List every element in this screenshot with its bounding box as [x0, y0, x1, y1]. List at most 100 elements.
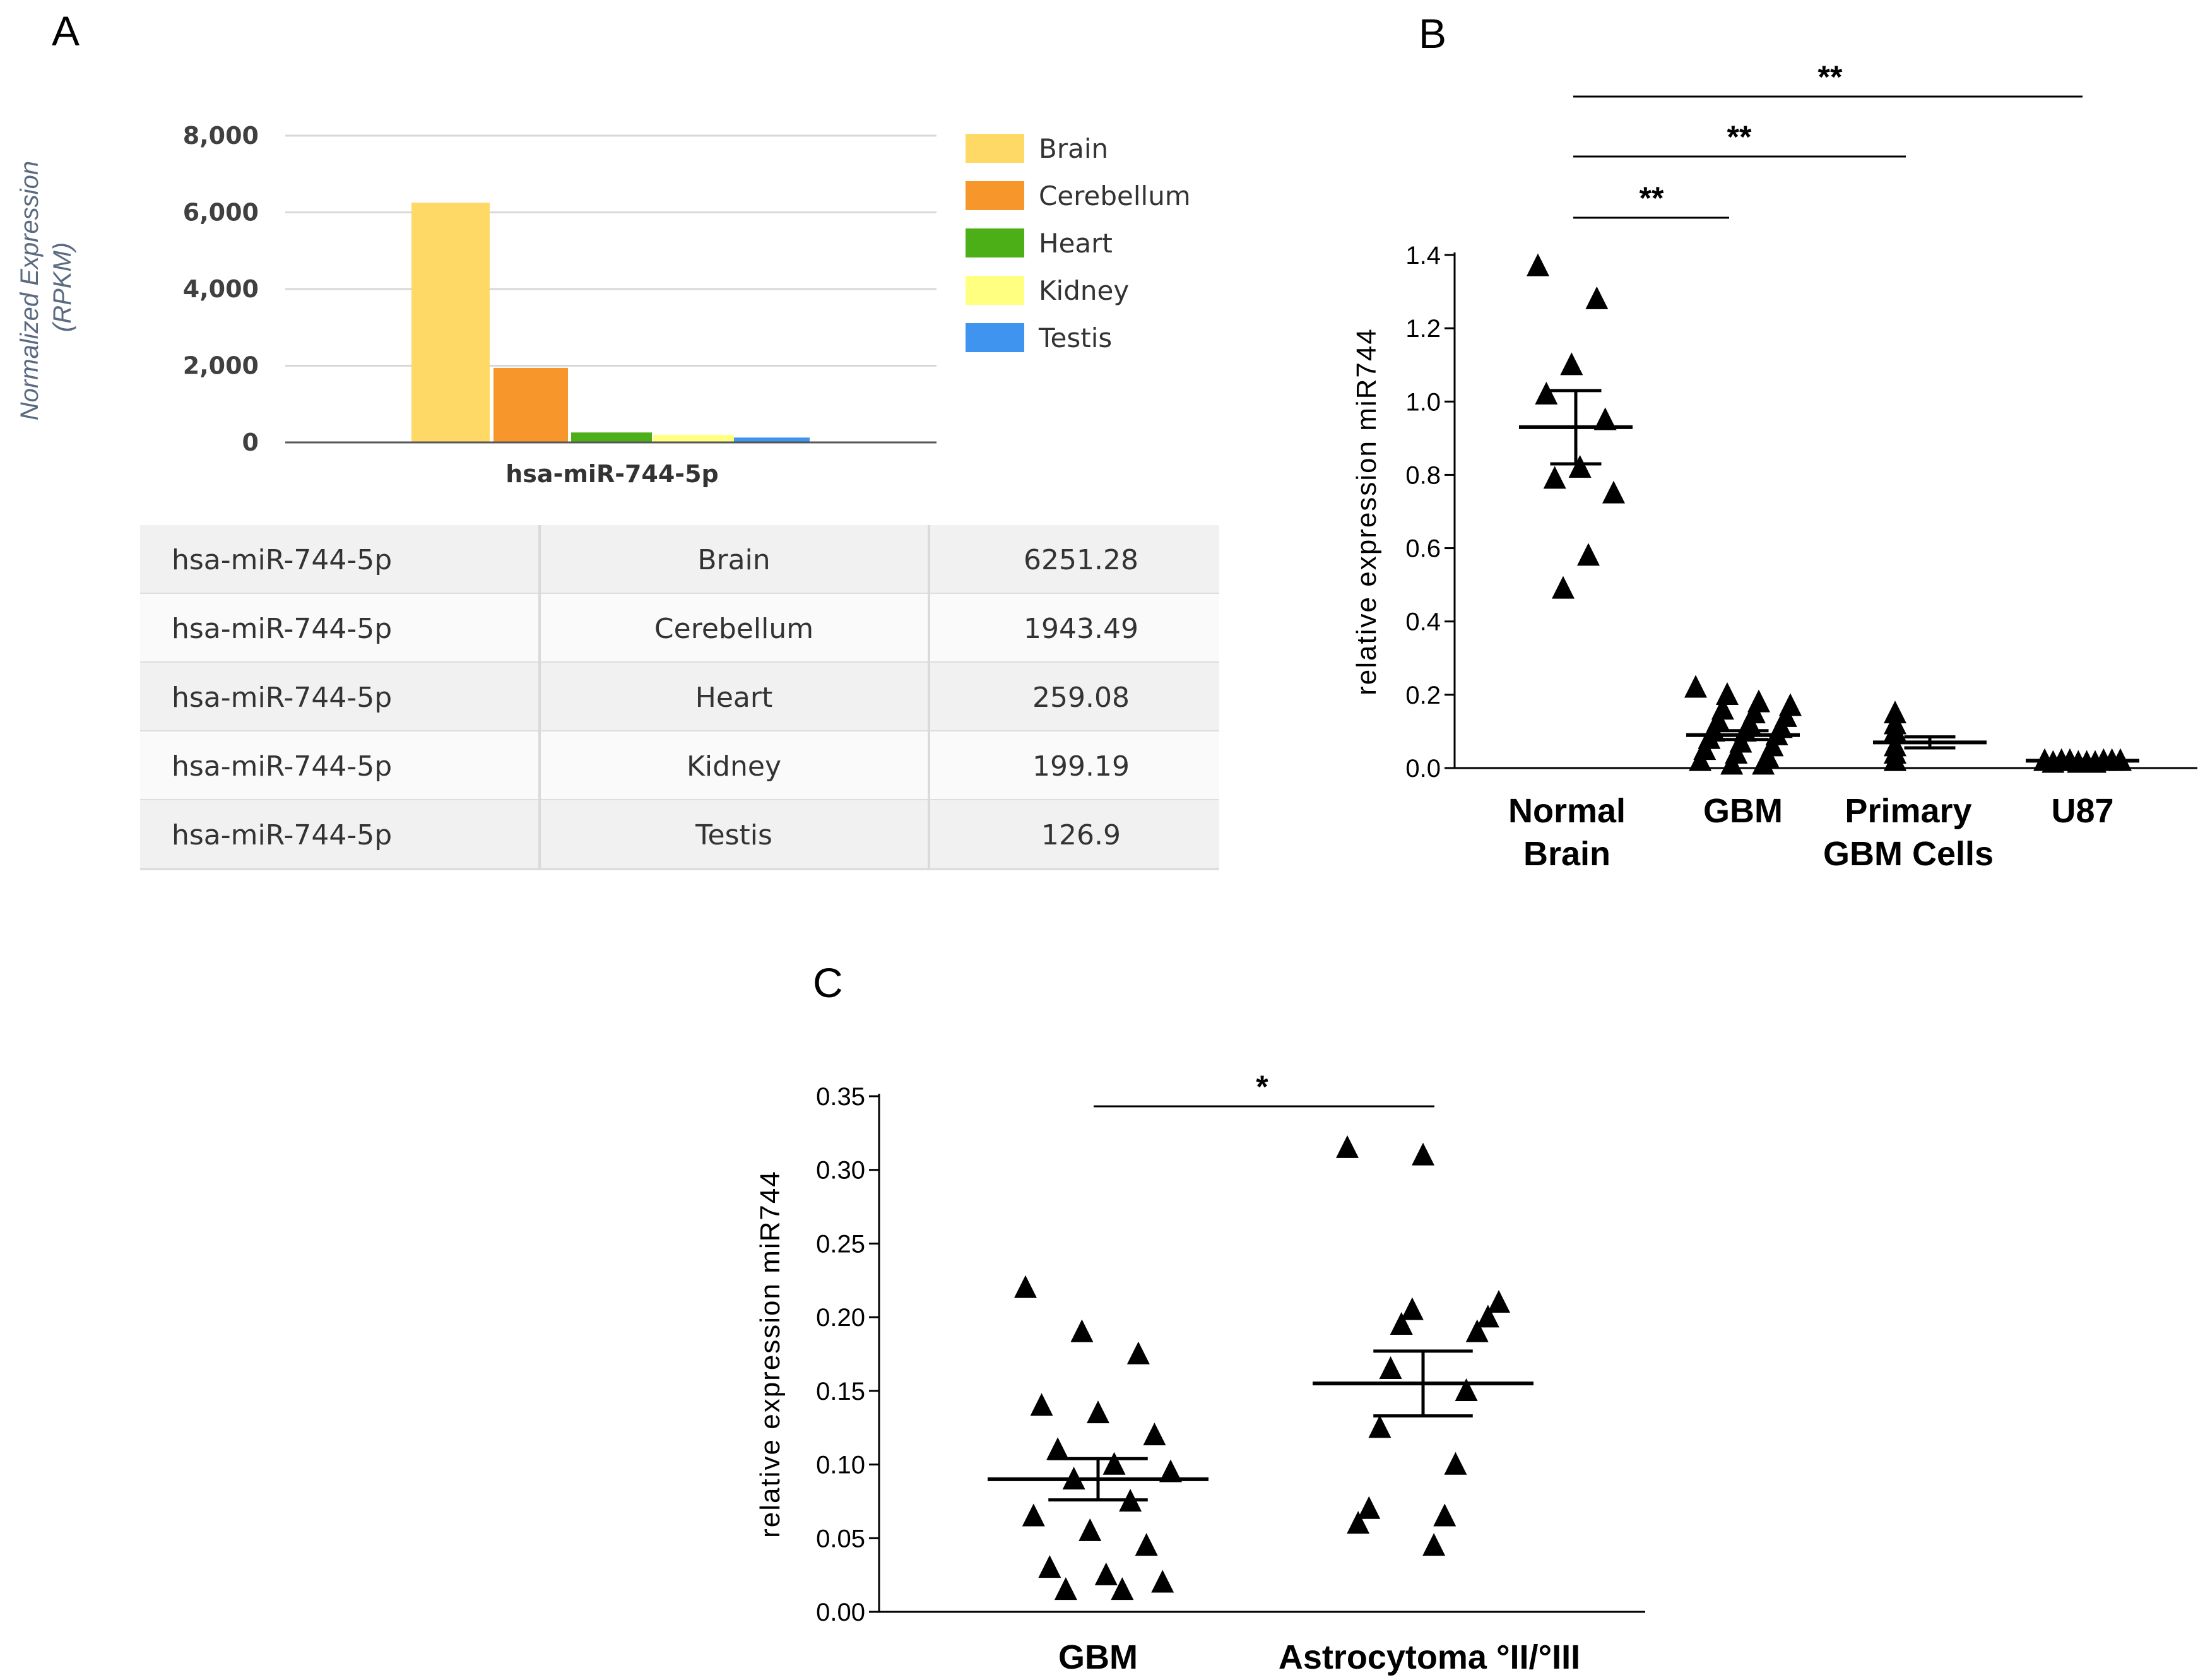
panel-c-data-point [1038, 1555, 1061, 1578]
panel-b-data-point [1527, 253, 1549, 276]
panel-c-data-point [1078, 1518, 1102, 1541]
panel-b-data-point [1716, 682, 1739, 706]
panel-c-category-label: GBM [1058, 1638, 1138, 1676]
panel-b-y-tick-label: 1.4 [1405, 242, 1441, 269]
panel-b-data-point [1543, 466, 1566, 489]
panel-a-bar-kidney [653, 434, 734, 442]
panel-c-data-point [1444, 1452, 1467, 1475]
panel-b-y-tick-label: 0.2 [1405, 682, 1441, 709]
panel-b-y-tick-label: 0.8 [1405, 461, 1441, 489]
panel-c-data-point [1094, 1562, 1118, 1585]
panel-a-bar-cerebellum [493, 367, 568, 442]
panel-a-legend-swatch-kidney [966, 276, 1024, 305]
panel-c-y-tick-label: 0.20 [816, 1304, 865, 1332]
table-row [140, 663, 1219, 731]
table-cell-tissue: Kidney [687, 750, 781, 783]
panel-c-significance-label: * [1256, 1069, 1268, 1104]
table-cell-value: 6251.28 [1024, 544, 1138, 576]
panel-c-data-point [1368, 1415, 1392, 1438]
panel-c-data-point [1433, 1503, 1457, 1527]
panel-b-significance-label: ** [1727, 119, 1752, 155]
table-cell-value: 1943.49 [1024, 613, 1138, 645]
panel-a-category-label: hsa-miR-744-5p [505, 460, 718, 488]
panel-a-legend-label: Cerebellum [1039, 180, 1191, 211]
panel-a-y-label-line-1: Normalized Expression [16, 161, 44, 420]
panel-a-bar-testis [734, 437, 810, 442]
panel-b-data-point [1602, 480, 1625, 504]
panel-b-category-label: Primary [1845, 792, 1971, 830]
panel-b-category-label: U87 [2051, 792, 2113, 830]
panel-a-legend-swatch-brain [966, 134, 1024, 163]
panel-c-data-point [1014, 1275, 1037, 1298]
panel-c-data-point [1087, 1400, 1109, 1424]
panel-b-significance-label: ** [1818, 59, 1843, 95]
panel-c-data-point [1151, 1570, 1174, 1593]
panel-a-legend-label: Heart [1039, 228, 1113, 259]
panel-a-legend-label: Kidney [1039, 275, 1129, 306]
panel-a-y-tick-label: 4,000 [183, 275, 259, 303]
panel-c-data-point [1046, 1437, 1070, 1460]
panel-c-scatter-chart: 0.00 0.05 0.10 0.15 0.20 0.25 0.30 0.35 relative… [755, 1069, 1645, 1676]
table-row [140, 800, 1219, 869]
panel-b-data-point [1568, 455, 1592, 478]
table-cell-tissue: Testis [695, 819, 772, 851]
panel-b-data-point [1720, 752, 1744, 775]
panel-b-significance-label: ** [1640, 180, 1664, 216]
panel-c-data-point [1111, 1577, 1134, 1600]
panel-b-data-point [1684, 675, 1707, 698]
panel-b-scatter-chart: 0.0 0.2 0.4 0.6 0.8 1.0 1.2 1.4 relative express… [1351, 59, 2197, 873]
panel-c-data-point [1390, 1312, 1413, 1335]
panel-b-data-point [1585, 286, 1609, 309]
panel-c-y-label: relative expression miR744 [755, 1170, 786, 1538]
panel-c-y-tick-label: 0.30 [816, 1157, 865, 1185]
panel-c-y-tick-label: 0.05 [816, 1525, 865, 1553]
table-cell-mirna: hsa-miR-744-5p [172, 819, 392, 851]
panel-b-category-label: GBM [1703, 792, 1783, 830]
panel-a-y-tick-label: 8,000 [183, 122, 259, 150]
panel-a-y-label: Normalized Expression (RPKM) [16, 154, 76, 420]
table-cell-mirna: hsa-miR-744-5p [172, 750, 392, 783]
panel-c-data-point [1465, 1319, 1489, 1342]
panel-c-y-tick-label: 0.35 [816, 1083, 865, 1111]
panel-b-y-tick-label: 1.2 [1405, 315, 1441, 343]
panel-c-letter: C [813, 959, 843, 1006]
panel-b-category-label: Normal [1508, 792, 1626, 830]
panel-c-data-point [1400, 1297, 1424, 1320]
panel-b-letter: B [1419, 10, 1446, 57]
panel-c-y-tick-label: 0.25 [816, 1230, 865, 1258]
panel-a-legend-swatch-testis [966, 323, 1024, 352]
panel-c-data-point [1054, 1577, 1077, 1600]
panel-b-y-tick-label: 0.6 [1405, 535, 1441, 563]
table-cell-mirna: hsa-miR-744-5p [172, 682, 392, 714]
panel-a-legend-label: Brain [1039, 133, 1108, 164]
panel-b-y-tick-label: 1.0 [1405, 388, 1441, 416]
table-cell-value: 199.19 [1032, 750, 1130, 783]
panel-b-y-label: relative expression miR744 [1351, 328, 1382, 695]
panel-b-data-point [1577, 543, 1600, 566]
panel-c-data-point [1336, 1135, 1359, 1158]
panel-c-y-tick-label: 0.00 [816, 1599, 865, 1626]
panel-b-data-point [1560, 352, 1583, 376]
panel-b-y-tick-label: 0.0 [1405, 755, 1441, 783]
panel-b-data-point [1884, 748, 1906, 771]
panel-b-data-point [1552, 576, 1575, 599]
table-row [140, 594, 1219, 663]
panel-b-data-point [1593, 407, 1617, 430]
panel-b-y-tick-label: 0.4 [1405, 608, 1441, 636]
table-cell-mirna: hsa-miR-744-5p [172, 544, 392, 576]
table-cell-mirna: hsa-miR-744-5p [172, 613, 392, 645]
panel-a-legend-label: Testis [1038, 322, 1112, 353]
table-cell-tissue: Cerebellum [654, 613, 813, 645]
panel-a-y-tick-label: 0 [242, 429, 259, 456]
panel-a-y-tick-label: 6,000 [183, 199, 259, 227]
panel-a-letter: A [52, 8, 80, 54]
panel-c-data-point [1379, 1356, 1402, 1380]
panel-c-data-point [1455, 1378, 1478, 1402]
panel-c-data-point [1030, 1393, 1053, 1416]
panel-b-data-point [1535, 381, 1558, 405]
panel-c-data-point [1357, 1496, 1381, 1519]
panel-c-data-point [1022, 1503, 1045, 1527]
panel-a-table: hsa-miR-744-5p Brain 6251.28 hsa-miR-744-5p… [140, 525, 1219, 870]
panel-a-y-label-line-2: (RPKM) [49, 242, 76, 332]
panel-c-data-point [1070, 1319, 1094, 1342]
